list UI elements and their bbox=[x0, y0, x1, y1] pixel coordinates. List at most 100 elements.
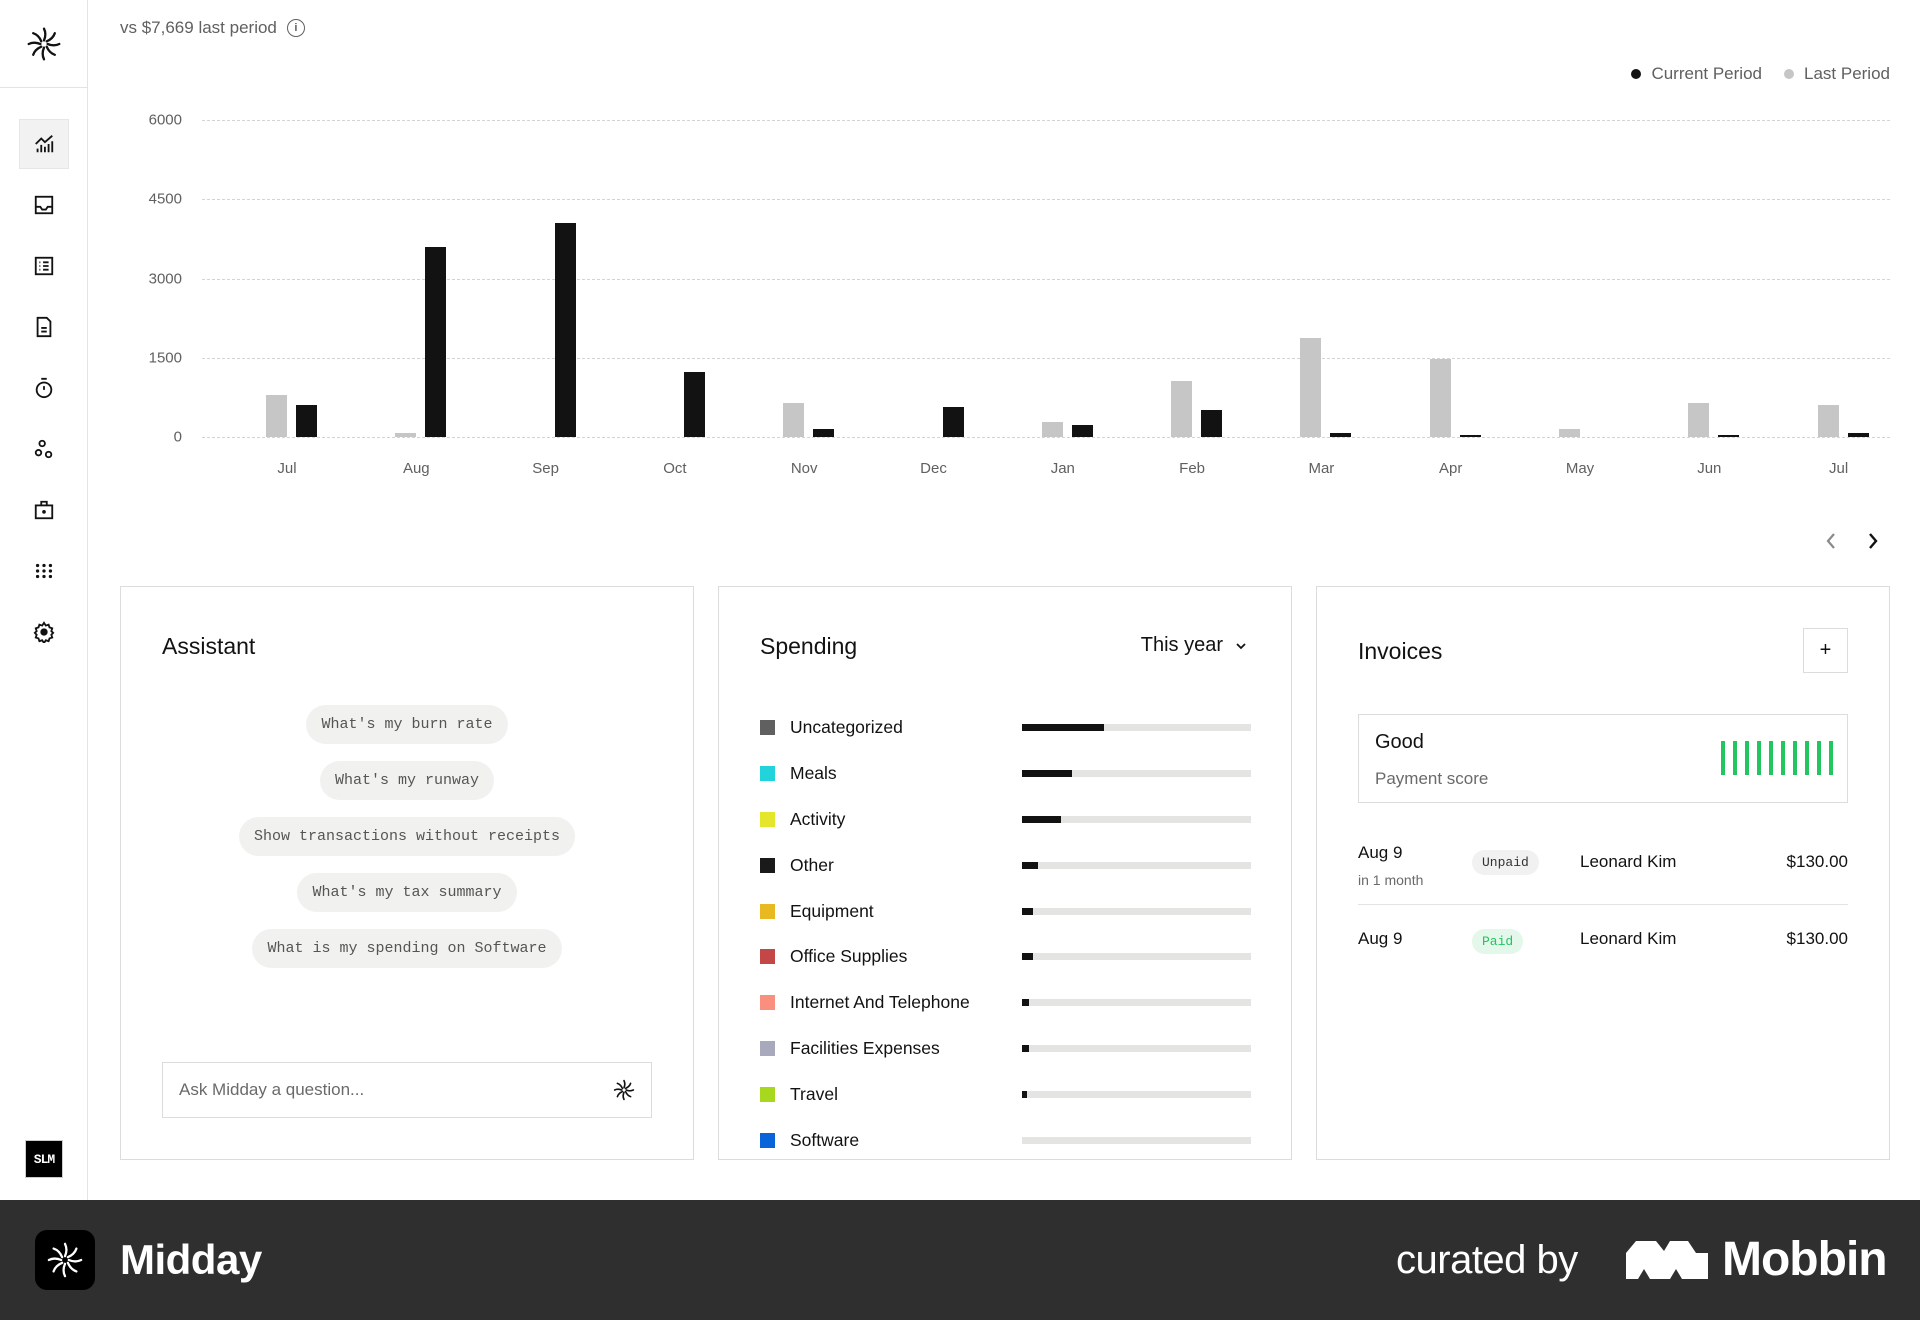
sidebar-item-vault[interactable] bbox=[19, 485, 69, 535]
suggestion-chip[interactable]: What is my spending on Software bbox=[252, 929, 562, 968]
month-bar-group[interactable] bbox=[1679, 120, 1740, 437]
bar-last-period[interactable] bbox=[1300, 338, 1322, 437]
x-tick-label: May bbox=[1565, 460, 1595, 477]
sidebar-item-tracker[interactable] bbox=[19, 363, 69, 413]
mobbin-logo-icon bbox=[1626, 1240, 1708, 1279]
bar-last-period[interactable] bbox=[1171, 381, 1193, 437]
sidebar-item-inbox[interactable] bbox=[19, 180, 69, 230]
add-invoice-button[interactable]: + bbox=[1803, 628, 1848, 673]
invoice-row[interactable]: Aug 9 Paid Leonard Kim $130.00 bbox=[1358, 905, 1848, 978]
sunburst-submit-icon[interactable] bbox=[613, 1079, 635, 1101]
month-bar-group[interactable] bbox=[516, 120, 576, 437]
x-tick-label: Aug bbox=[402, 460, 430, 477]
x-tick-label: Nov bbox=[790, 460, 818, 477]
bar-current-period[interactable] bbox=[554, 223, 576, 437]
midday-logo[interactable] bbox=[0, 0, 87, 88]
category-progress-track bbox=[1022, 1044, 1251, 1052]
sidebar-item-transactions[interactable] bbox=[19, 241, 69, 291]
month-bar-group[interactable] bbox=[774, 120, 835, 437]
document-icon bbox=[36, 316, 51, 338]
spending-category-row[interactable]: Software bbox=[760, 1117, 1251, 1163]
bar-last-period[interactable] bbox=[266, 394, 287, 437]
invoice-status-badge: Unpaid bbox=[1472, 850, 1539, 875]
bar-current-period[interactable] bbox=[1330, 432, 1352, 437]
bar-last-period[interactable] bbox=[1429, 358, 1451, 437]
bar-current-period[interactable] bbox=[1459, 435, 1481, 437]
score-bar bbox=[1817, 741, 1821, 775]
bar-current-period[interactable] bbox=[1718, 435, 1740, 437]
gridline bbox=[202, 120, 1890, 121]
month-bar-group[interactable] bbox=[645, 120, 705, 437]
period-select[interactable]: This year bbox=[1141, 634, 1247, 657]
category-color-swatch bbox=[760, 1132, 775, 1148]
month-bar-group[interactable] bbox=[1162, 120, 1223, 437]
bar-current-period[interactable] bbox=[296, 405, 317, 437]
chevron-left-icon[interactable] bbox=[1822, 530, 1840, 552]
category-color-swatch bbox=[760, 1040, 775, 1056]
invoice-row[interactable]: Aug 9 in 1 month Unpaid Leonard Kim $130.00 bbox=[1358, 832, 1848, 905]
bar-last-period[interactable] bbox=[1559, 429, 1580, 437]
month-bar-group[interactable] bbox=[257, 120, 317, 437]
plot-area bbox=[202, 120, 1890, 437]
suggestion-chip[interactable]: What's my burn rate bbox=[306, 705, 508, 744]
category-progress-fill bbox=[1022, 953, 1034, 961]
y-tick-label: 3000 bbox=[148, 270, 182, 287]
spending-category-row[interactable]: Facilities Expenses bbox=[760, 1026, 1251, 1072]
sidebar-item-invoices[interactable] bbox=[19, 302, 69, 352]
x-tick-label: Jul bbox=[1829, 460, 1849, 477]
month-bar-group[interactable] bbox=[1809, 120, 1869, 437]
category-label: Software bbox=[790, 1129, 860, 1150]
month-bar-group[interactable] bbox=[904, 120, 964, 437]
score-bar bbox=[1757, 741, 1761, 775]
user-avatar[interactable]: SLM bbox=[25, 1140, 63, 1178]
ask-input[interactable] bbox=[179, 1080, 613, 1100]
spending-category-row[interactable]: Other bbox=[760, 842, 1251, 888]
bar-current-period[interactable] bbox=[1071, 424, 1093, 437]
bar-last-period[interactable] bbox=[395, 432, 417, 437]
category-progress-track bbox=[1022, 1136, 1251, 1144]
month-bar-group[interactable] bbox=[1033, 120, 1093, 437]
month-bar-group[interactable] bbox=[1421, 120, 1481, 437]
score-bar bbox=[1721, 741, 1725, 775]
spending-category-row[interactable]: Activity bbox=[760, 797, 1251, 843]
spending-category-row[interactable]: Office Supplies bbox=[760, 934, 1251, 980]
spending-category-row[interactable]: Internet And Telephone bbox=[760, 980, 1251, 1026]
bar-current-period[interactable] bbox=[1847, 433, 1869, 437]
sidebar-item-customers[interactable] bbox=[19, 424, 69, 474]
x-tick-label: Sep bbox=[532, 460, 559, 477]
category-label: Internet And Telephone bbox=[790, 992, 970, 1013]
app-icon bbox=[35, 1230, 95, 1290]
invoice-customer: Leonard Kim bbox=[1580, 852, 1677, 871]
month-bar-group[interactable] bbox=[1291, 120, 1352, 437]
chevron-right-icon[interactable] bbox=[1864, 530, 1882, 552]
suggestion-chip[interactable]: What's my runway bbox=[319, 761, 495, 800]
spending-category-row[interactable]: Equipment bbox=[760, 888, 1251, 934]
sidebar-item-apps[interactable] bbox=[19, 546, 69, 596]
category-progress-fill bbox=[1022, 1090, 1027, 1098]
month-bar-group[interactable] bbox=[386, 120, 447, 437]
bar-last-period[interactable] bbox=[1041, 422, 1063, 437]
bar-current-period[interactable] bbox=[813, 429, 835, 437]
info-icon[interactable]: i bbox=[286, 19, 305, 37]
suggestion-chip[interactable]: Show transactions without receipts bbox=[238, 817, 576, 856]
category-progress-fill bbox=[1022, 999, 1029, 1007]
sidebar-item-settings[interactable] bbox=[19, 607, 69, 657]
bar-current-period[interactable] bbox=[942, 407, 964, 437]
score-bar bbox=[1781, 741, 1785, 775]
category-progress-track bbox=[1022, 724, 1251, 732]
bar-current-period[interactable] bbox=[683, 372, 705, 437]
bar-current-period[interactable] bbox=[1201, 409, 1223, 437]
bar-last-period[interactable] bbox=[783, 402, 805, 437]
invoice-amount: $130.00 bbox=[1786, 852, 1848, 871]
spending-category-row[interactable]: Meals bbox=[760, 751, 1251, 797]
sidebar-item-overview[interactable] bbox=[18, 119, 69, 169]
bar-current-period[interactable] bbox=[425, 246, 447, 437]
month-bar-group[interactable] bbox=[1550, 120, 1610, 437]
suggestion-chip[interactable]: What's my tax summary bbox=[297, 873, 517, 912]
sidebar: SLM bbox=[0, 0, 88, 1200]
score-bar bbox=[1805, 741, 1809, 775]
bar-last-period[interactable] bbox=[1817, 405, 1839, 437]
spending-category-row[interactable]: Travel bbox=[760, 1071, 1251, 1117]
bar-last-period[interactable] bbox=[1688, 402, 1710, 437]
spending-category-row[interactable]: Uncategorized bbox=[760, 705, 1251, 751]
